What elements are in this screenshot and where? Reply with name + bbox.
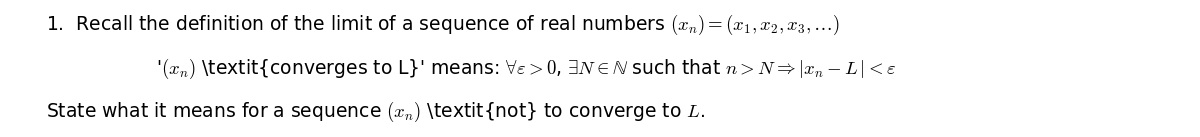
Text: State what it means for a sequence $(x_n)$ \textit{not} to converge to $L$.: State what it means for a sequence $(x_n… <box>46 100 704 124</box>
Text: '$(x_n)$ \textit{converges to L}' means: $\forall\varepsilon > 0$, $\exists N \i: '$(x_n)$ \textit{converges to L}' means:… <box>156 56 896 81</box>
Text: 1.  Recall the definition of the limit of a sequence of real numbers $(x_n) = (x: 1. Recall the definition of the limit of… <box>46 13 840 37</box>
